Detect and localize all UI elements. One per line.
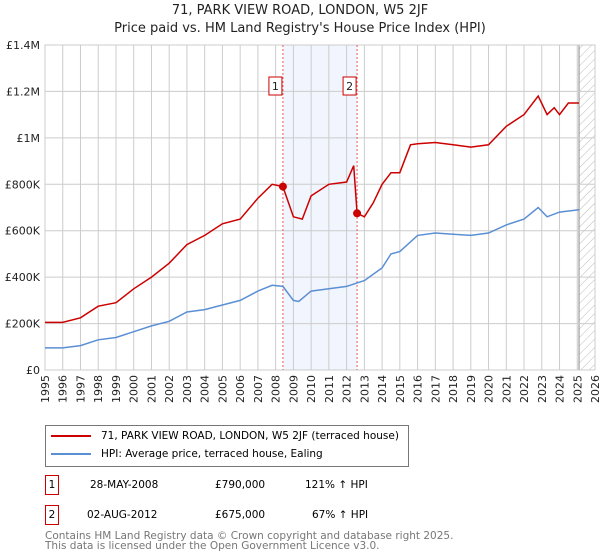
transaction-marker: 1 [45, 475, 59, 495]
legend-swatch-blue [51, 453, 91, 455]
annotation-box [342, 76, 357, 96]
series-line [45, 206, 580, 349]
legend-label: 71, PARK VIEW ROAD, LONDON, W5 2JF (terr… [101, 430, 399, 442]
transaction-price: £790,000 [215, 479, 266, 491]
x-tick-label: 2010 [305, 375, 318, 403]
y-tick-label: £1.4M [6, 39, 40, 52]
x-tick-label: 2023 [536, 375, 549, 403]
annotation-label: 1 [272, 80, 279, 93]
y-tick-label: £400K [5, 271, 41, 284]
x-tick-label: 2001 [145, 375, 158, 403]
transaction-hpi: 67% ↑ HPI [312, 509, 369, 521]
x-tick-label: 2007 [252, 375, 265, 403]
legend-label: HPI: Average price, terraced house, Eali… [101, 448, 323, 460]
x-tick-label: 2021 [500, 375, 513, 403]
chart-subtitle: Price paid vs. HM Land Registry's House … [114, 21, 486, 36]
x-tick-label: 2016 [412, 375, 425, 403]
x-tick-label: 2024 [554, 375, 567, 403]
y-tick-label: £0 [26, 364, 40, 377]
x-tick-label: 2002 [163, 375, 176, 403]
future-hatch [579, 45, 595, 370]
x-tick-label: 1997 [74, 375, 87, 403]
annotation-box [268, 76, 283, 96]
y-tick-label: £200K [5, 318, 41, 331]
x-tick-label: 1996 [57, 375, 70, 403]
x-tick-label: 2000 [128, 375, 141, 403]
transaction-date: 02-AUG-2012 [87, 509, 158, 521]
x-tick-label: 2026 [589, 375, 600, 403]
x-tick-label: 1998 [92, 375, 105, 403]
series-line [45, 94, 579, 324]
x-tick-label: 1999 [110, 375, 123, 403]
footer-line: This data is licensed under the Open Gov… [45, 540, 380, 552]
x-tick-label: 2022 [518, 375, 531, 403]
sale-point [278, 182, 287, 191]
footer: Contains HM Land Registry data © Crown c… [45, 530, 454, 552]
x-tick-label: 2018 [447, 375, 460, 403]
legend-item-hpi: HPI: Average price, terraced house, Eali… [51, 448, 323, 460]
y-tick-label: £1.2M [6, 85, 40, 98]
transaction-hpi: 121% ↑ HPI [305, 479, 368, 491]
shaded-span [282, 45, 358, 370]
annotation-label: 2 [346, 80, 353, 93]
y-tick-label: £800K [5, 178, 41, 191]
x-tick-label: 2005 [216, 375, 229, 403]
transaction-date: 28-MAY-2008 [90, 479, 159, 491]
x-tick-label: 2009 [287, 375, 300, 403]
legend-item-property: 71, PARK VIEW ROAD, LONDON, W5 2JF (terr… [51, 430, 399, 442]
y-tick-label: £600K [5, 225, 41, 238]
legend: 71, PARK VIEW ROAD, LONDON, W5 2JF (terr… [45, 425, 409, 467]
footer-line: Contains HM Land Registry data © Crown c… [45, 530, 454, 542]
x-tick-label: 2008 [270, 375, 283, 403]
chart: 1995 1996 1997 1998 1999 2000 2001 2002 2003 2004… [5, 39, 600, 403]
y-tick-label: £1M [17, 132, 41, 145]
x-tick-label: 2015 [394, 375, 407, 403]
plot-border [44, 44, 596, 371]
transaction-marker: 2 [45, 505, 59, 525]
x-tick-label: 2004 [199, 375, 212, 403]
x-tick-label: 1995 [39, 375, 52, 403]
x-tick-label: 2013 [358, 375, 371, 403]
sale-point [353, 209, 362, 218]
legend-swatch-red [51, 435, 91, 437]
x-tick-label: 2020 [483, 375, 496, 403]
x-tick-label: 2017 [429, 375, 442, 403]
transaction-price: £675,000 [215, 509, 266, 521]
x-tick-label: 2025 [571, 375, 584, 403]
x-tick-label: 2003 [181, 375, 194, 403]
x-tick-label: 2006 [234, 375, 247, 403]
x-tick-label: 2011 [323, 375, 336, 403]
x-tick-label: 2012 [341, 375, 354, 403]
chart-title: 71, PARK VIEW ROAD, LONDON, W5 2JF [171, 3, 429, 18]
x-tick-label: 2019 [465, 375, 478, 403]
x-tick-label: 2014 [376, 375, 389, 403]
